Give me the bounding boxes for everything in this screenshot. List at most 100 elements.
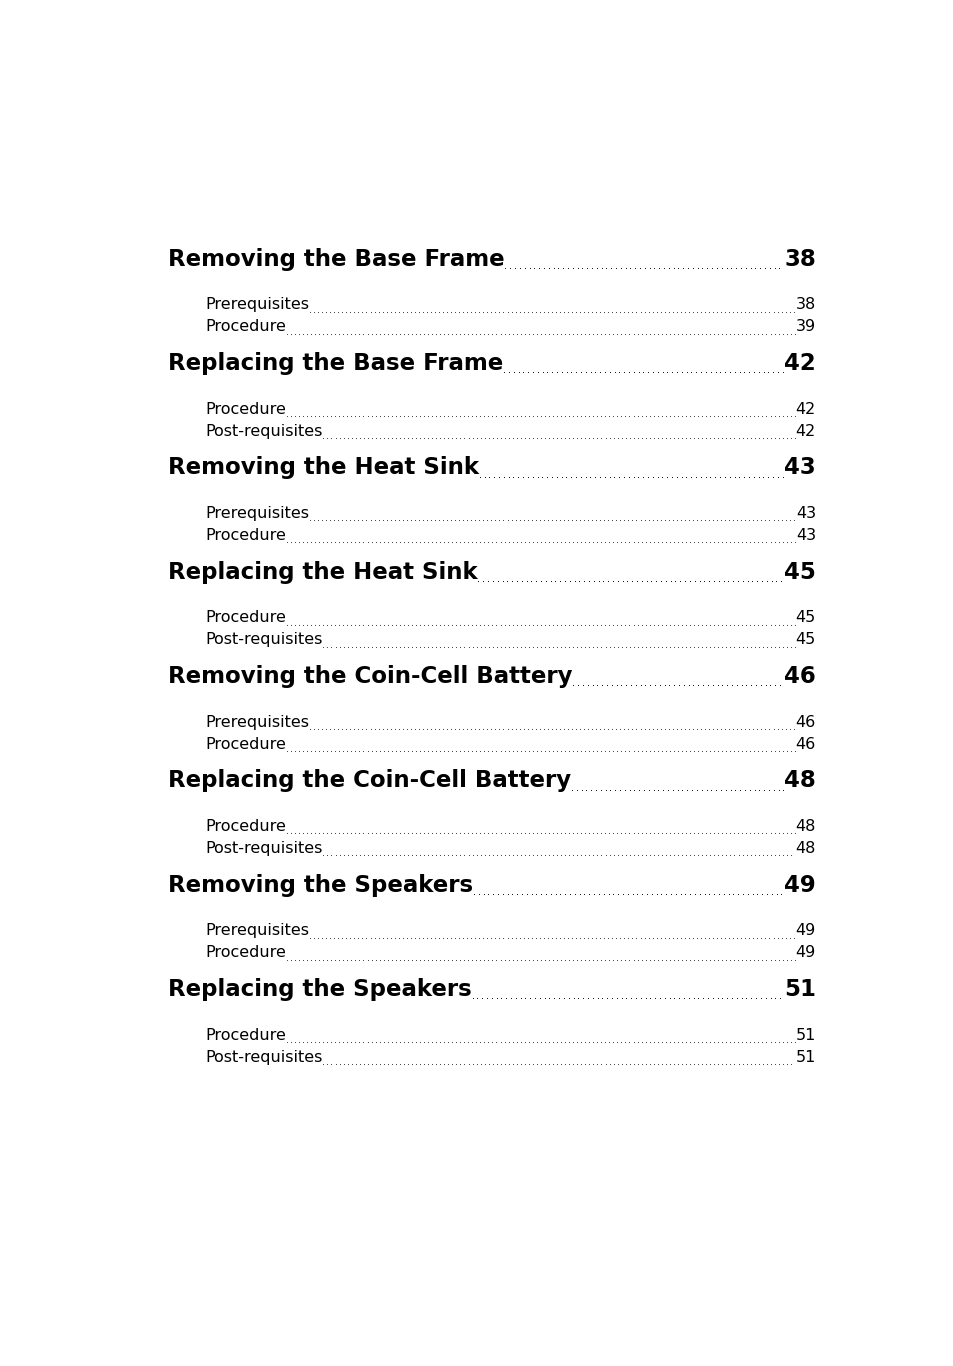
Point (540, 257, 556, 279)
Point (512, 510, 527, 531)
Point (693, 301, 708, 322)
Point (363, 1031, 378, 1053)
Point (645, 406, 660, 428)
Point (541, 428, 557, 449)
Point (614, 428, 629, 449)
Point (483, 719, 498, 740)
Point (751, 779, 766, 800)
Point (464, 844, 479, 866)
Point (579, 719, 595, 740)
Point (408, 740, 423, 762)
Point (695, 675, 710, 697)
Point (424, 635, 439, 657)
Point (609, 1031, 624, 1053)
Point (588, 719, 603, 740)
Point (670, 428, 685, 449)
Point (339, 844, 355, 866)
Point (291, 949, 306, 971)
Point (654, 635, 669, 657)
Point (774, 466, 789, 488)
Point (287, 322, 302, 344)
Point (513, 635, 528, 657)
Point (539, 361, 555, 382)
Text: 46: 46 (795, 714, 815, 729)
Point (310, 719, 325, 740)
Point (742, 1053, 758, 1075)
Point (653, 882, 668, 904)
Point (698, 822, 713, 844)
Point (404, 428, 419, 449)
Point (403, 301, 418, 322)
Text: 48: 48 (795, 820, 815, 835)
Point (750, 635, 765, 657)
Point (307, 740, 322, 762)
Point (609, 428, 624, 449)
Point (593, 531, 608, 553)
Point (433, 428, 448, 449)
Point (754, 531, 769, 553)
Point (314, 719, 330, 740)
Point (368, 613, 383, 635)
Point (404, 613, 419, 635)
Point (473, 1031, 488, 1053)
Point (686, 844, 701, 866)
Point (375, 1031, 391, 1053)
Point (772, 988, 787, 1009)
Point (666, 844, 681, 866)
Point (768, 570, 783, 591)
Point (726, 635, 741, 657)
Point (335, 428, 351, 449)
Point (699, 257, 714, 279)
Point (448, 531, 463, 553)
Point (318, 510, 334, 531)
Point (464, 613, 479, 635)
Point (564, 301, 579, 322)
Point (698, 613, 713, 635)
Point (723, 988, 739, 1009)
Point (705, 570, 720, 591)
Point (634, 844, 649, 866)
Point (448, 635, 463, 657)
Point (664, 510, 679, 531)
Point (504, 882, 519, 904)
Point (641, 428, 657, 449)
Point (598, 988, 614, 1009)
Point (615, 882, 630, 904)
Point (760, 466, 775, 488)
Point (734, 406, 749, 428)
Point (391, 301, 406, 322)
Point (424, 531, 439, 553)
Point (509, 406, 524, 428)
Point (375, 406, 391, 428)
Point (782, 428, 798, 449)
Point (624, 301, 639, 322)
Text: 48: 48 (783, 769, 815, 792)
Point (459, 928, 475, 949)
Point (476, 1031, 492, 1053)
Point (460, 949, 476, 971)
Text: Removing the Heat Sink: Removing the Heat Sink (168, 456, 478, 479)
Point (601, 822, 617, 844)
Point (714, 740, 729, 762)
Point (379, 322, 395, 344)
Point (581, 740, 597, 762)
Point (433, 635, 448, 657)
Point (634, 635, 649, 657)
Point (589, 675, 604, 697)
Point (556, 301, 571, 322)
Point (629, 949, 644, 971)
Point (775, 844, 790, 866)
Point (605, 844, 620, 866)
Text: 42: 42 (783, 352, 815, 374)
Point (497, 613, 512, 635)
Point (319, 949, 335, 971)
Point (431, 510, 446, 531)
Point (332, 406, 347, 428)
Point (706, 613, 721, 635)
Point (533, 635, 548, 657)
Point (603, 988, 618, 1009)
Point (576, 510, 591, 531)
Point (665, 531, 680, 553)
Point (395, 928, 410, 949)
Point (700, 719, 716, 740)
